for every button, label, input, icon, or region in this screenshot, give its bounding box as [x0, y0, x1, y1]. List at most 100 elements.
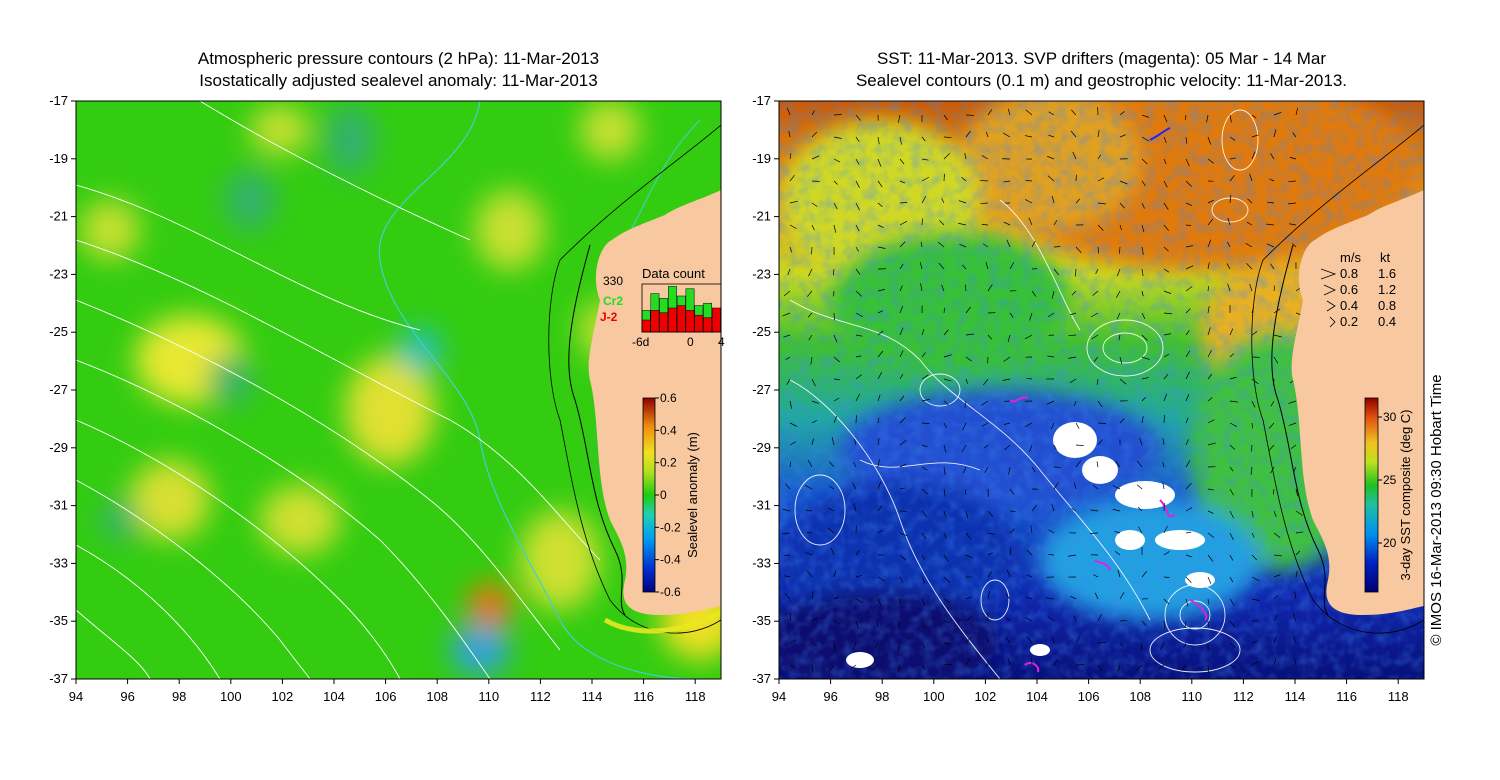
velocity-arrow	[1273, 657, 1277, 666]
velocity-arrow	[1229, 195, 1232, 204]
x-tick-label: 100	[220, 689, 242, 704]
velocity-arrow	[941, 198, 945, 204]
x-tick-label: 102	[975, 689, 997, 704]
velocity-arrow	[811, 224, 815, 231]
x-tick-label: 108	[426, 689, 448, 704]
right-map	[779, 101, 1424, 679]
velocity-arrow	[1095, 268, 1099, 275]
velocity-arrow	[783, 334, 791, 338]
velocity-arrow	[899, 439, 907, 446]
x-tick-label: 114	[582, 689, 603, 704]
velocity-arrow	[1185, 265, 1194, 270]
velocity-arrow	[1185, 417, 1189, 424]
velocity-arrow	[1097, 642, 1106, 644]
velocity-arrow	[1138, 526, 1143, 534]
velocity-arrow	[1048, 111, 1055, 116]
sst-colorbar: 30 25 20 3-day SST composite (deg C)	[1364, 397, 1413, 593]
legend-speed-kt: 1.2	[1378, 282, 1396, 297]
velocity-arrow	[1273, 595, 1278, 600]
velocity-arrow	[828, 461, 835, 468]
velocity-arrow	[877, 288, 885, 292]
velocity-arrow	[1141, 136, 1150, 142]
velocity-arrow	[899, 417, 906, 424]
velocity-arrow	[1185, 158, 1190, 167]
velocity-arrow	[1207, 327, 1211, 336]
velocity-arrow	[921, 398, 930, 402]
velocity-arrow	[965, 616, 973, 622]
velocity-arrow	[811, 591, 814, 600]
velocity-arrow	[1159, 642, 1165, 650]
velocity-arrow	[899, 285, 903, 292]
velocity-arrow	[1097, 400, 1103, 408]
velocity-arrow	[852, 642, 857, 650]
legend-arrow	[1323, 284, 1336, 296]
legend-arrow	[1320, 268, 1337, 280]
velocity-arrow	[877, 136, 880, 145]
velocity-arrow	[1073, 482, 1077, 490]
velocity-arrow	[1185, 554, 1193, 558]
velocity-arrow	[943, 488, 946, 497]
velocity-arrow	[1053, 219, 1058, 226]
velocity-arrow	[1075, 246, 1082, 254]
velocity-arrow	[921, 642, 926, 650]
velocity-arrow	[1162, 438, 1165, 446]
velocity-arrow	[1009, 488, 1015, 495]
velocity-arrow	[1116, 312, 1121, 320]
velocity-arrow	[1141, 356, 1150, 360]
velocity-arrow	[1273, 129, 1277, 138]
velocity-arrow	[943, 510, 946, 517]
velocity-arrow	[811, 642, 817, 647]
velocity-arrow	[1229, 598, 1235, 606]
velocity-arrow	[961, 444, 967, 452]
velocity-arrow	[1268, 422, 1275, 429]
velocity-arrow	[1207, 510, 1214, 514]
velocity-arrow	[1251, 576, 1260, 582]
velocity-arrow	[1249, 173, 1253, 182]
velocity-arrow	[985, 261, 989, 270]
data-count-max: 330	[603, 274, 623, 288]
legend-speed-ms: 0.6	[1340, 282, 1358, 297]
velocity-arrow	[877, 350, 884, 358]
velocity-arrow	[789, 200, 798, 204]
velocity-arrow	[1090, 509, 1099, 512]
velocity-arrow	[987, 510, 994, 518]
velocity-arrow	[1097, 154, 1101, 160]
velocity-arrow	[1163, 114, 1168, 123]
velocity-arrow	[1273, 111, 1282, 116]
velocity-arrow	[1207, 349, 1212, 358]
velocity-arrow	[986, 131, 989, 138]
velocity-arrow	[1024, 199, 1033, 204]
velocity-arrow	[1053, 268, 1060, 276]
velocity-arrow	[1207, 442, 1216, 446]
velocity-arrow	[965, 356, 972, 362]
velocity-arrow	[1185, 531, 1192, 534]
velocity-arrow	[1090, 532, 1099, 534]
velocity-arrow	[1227, 217, 1231, 226]
velocity-arrow	[1141, 377, 1149, 380]
data-count-bar-j2	[650, 310, 660, 333]
velocity-arrow	[965, 284, 967, 292]
velocity-arrow	[1118, 334, 1121, 341]
velocity-arrow	[1096, 461, 1099, 468]
velocity-arrow	[1207, 239, 1212, 248]
velocity-arrow	[981, 224, 989, 226]
velocity-arrow	[943, 307, 945, 314]
velocity-arrow	[943, 329, 949, 336]
y-tick-label: -23	[49, 266, 68, 281]
velocity-arrow	[921, 532, 927, 540]
velocity-arrow	[987, 591, 990, 600]
y-tick-label: -27	[752, 382, 771, 397]
velocity-arrow	[1163, 246, 1169, 252]
velocity-arrow	[1050, 422, 1055, 430]
y-tick-label: -35	[752, 613, 771, 628]
velocity-arrow	[1266, 243, 1275, 248]
velocity-arrow	[981, 422, 989, 427]
velocity-arrow	[1093, 574, 1099, 578]
velocity-arrow	[877, 459, 880, 468]
velocity-arrow	[789, 153, 792, 160]
velocity-arrow	[1163, 333, 1172, 336]
velocity-arrow	[1292, 613, 1297, 622]
velocity-arrow	[1207, 136, 1212, 145]
velocity-arrow	[1249, 283, 1253, 292]
velocity-arrow	[877, 246, 886, 249]
